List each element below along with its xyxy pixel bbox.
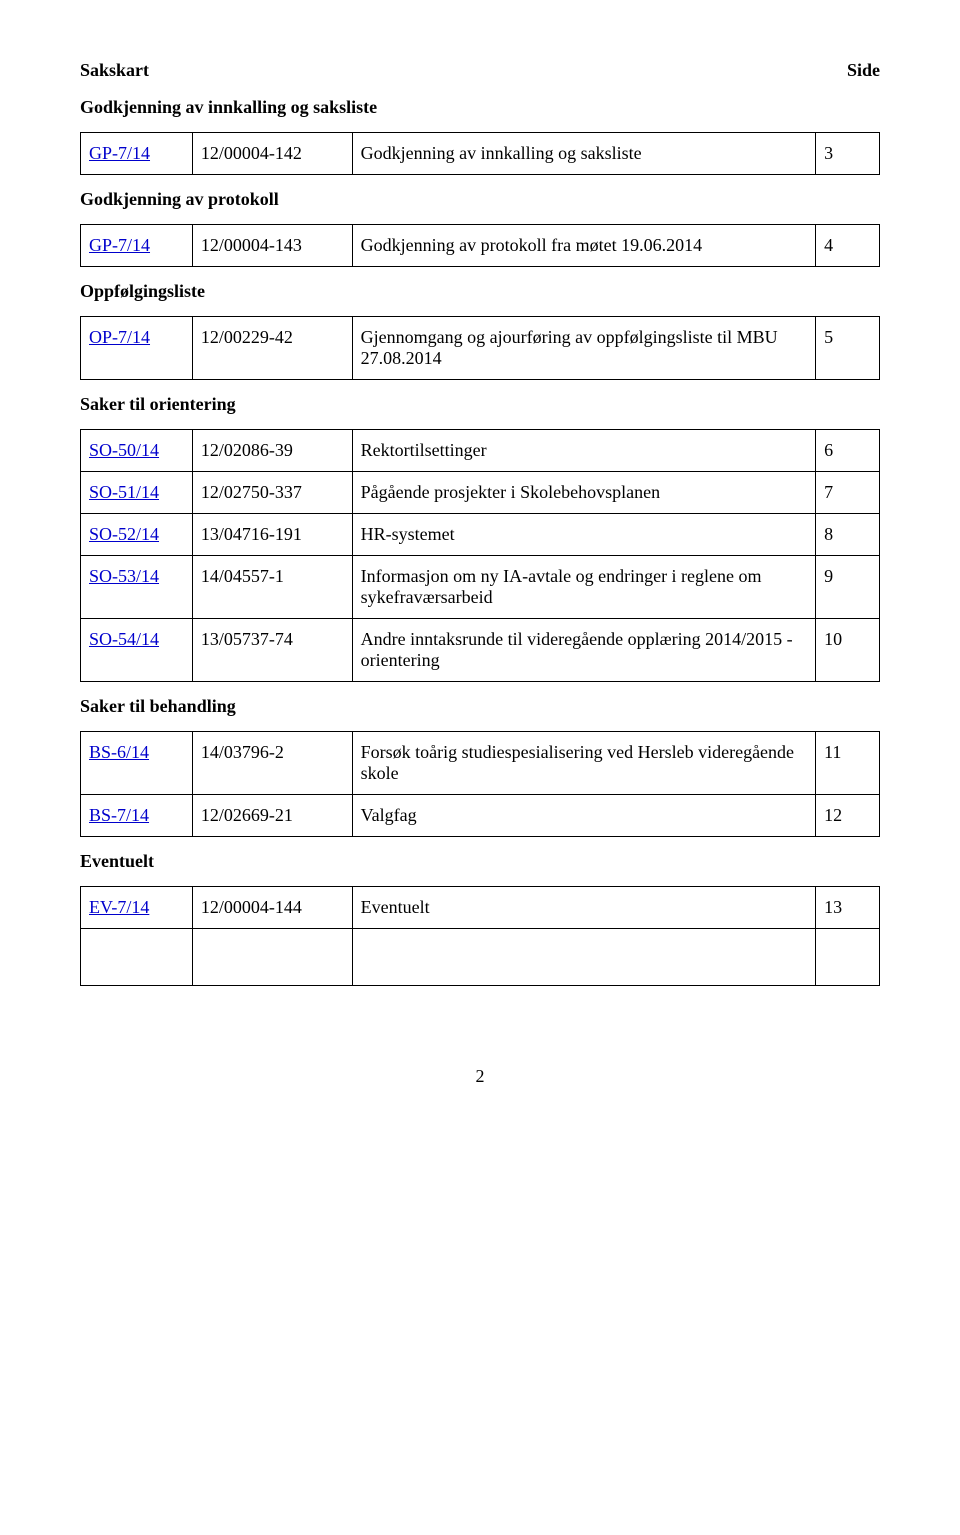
case-link[interactable]: OP-7/14 — [89, 327, 150, 347]
section-title-5: Saker til behandling — [80, 696, 880, 717]
case-desc: Pågående prosjekter i Skolebehovsplanen — [352, 472, 815, 514]
table-row: BS-7/14 12/02669-21 Valgfag 12 — [81, 795, 880, 837]
table-4: SO-50/14 12/02086-39 Rektortilsettinger … — [80, 429, 880, 682]
table-row: SO-52/14 13/04716-191 HR-systemet 8 — [81, 514, 880, 556]
case-ref: 12/02750-337 — [192, 472, 352, 514]
case-page: 3 — [816, 133, 880, 175]
case-ref: 12/02086-39 — [192, 430, 352, 472]
table-row: SO-53/14 14/04557-1 Informasjon om ny IA… — [81, 556, 880, 619]
case-desc: Eventuelt — [352, 887, 815, 929]
case-page: 11 — [816, 732, 880, 795]
table-row: OP-7/14 12/00229-42 Gjennomgang og ajour… — [81, 317, 880, 380]
case-desc: Valgfag — [352, 795, 815, 837]
case-desc: Rektortilsettinger — [352, 430, 815, 472]
case-link[interactable]: SO-50/14 — [89, 440, 159, 460]
case-ref: 12/00004-144 — [192, 887, 352, 929]
case-desc: HR-systemet — [352, 514, 815, 556]
section-title-1: Godkjenning av innkalling og saksliste — [80, 97, 880, 118]
case-ref: 12/02669-21 — [192, 795, 352, 837]
case-ref: 12/00229-42 — [192, 317, 352, 380]
case-link[interactable]: SO-53/14 — [89, 566, 159, 586]
case-desc: Godkjenning av protokoll fra møtet 19.06… — [352, 225, 815, 267]
section-title-2: Godkjenning av protokoll — [80, 189, 880, 210]
table-row: BS-6/14 14/03796-2 Forsøk toårig studies… — [81, 732, 880, 795]
table-row: SO-54/14 13/05737-74 Andre inntaksrunde … — [81, 619, 880, 682]
case-ref: 12/00004-143 — [192, 225, 352, 267]
case-page: 10 — [816, 619, 880, 682]
section-title-6: Eventuelt — [80, 851, 880, 872]
case-ref: 14/04557-1 — [192, 556, 352, 619]
case-desc: Andre inntaksrunde til videregående oppl… — [352, 619, 815, 682]
case-page: 6 — [816, 430, 880, 472]
section-title-4: Saker til orientering — [80, 394, 880, 415]
table-row-empty — [81, 929, 880, 986]
table-row: EV-7/14 12/00004-144 Eventuelt 13 — [81, 887, 880, 929]
case-page: 4 — [816, 225, 880, 267]
case-ref: 13/04716-191 — [192, 514, 352, 556]
table-2: GP-7/14 12/00004-143 Godkjenning av prot… — [80, 224, 880, 267]
case-desc: Gjennomgang og ajourføring av oppfølging… — [352, 317, 815, 380]
case-page: 8 — [816, 514, 880, 556]
table-row: SO-51/14 12/02750-337 Pågående prosjekte… — [81, 472, 880, 514]
case-ref: 13/05737-74 — [192, 619, 352, 682]
table-5: BS-6/14 14/03796-2 Forsøk toårig studies… — [80, 731, 880, 837]
case-link[interactable]: EV-7/14 — [89, 897, 149, 917]
page-number: 2 — [80, 1066, 880, 1087]
case-ref: 14/03796-2 — [192, 732, 352, 795]
case-link[interactable]: SO-51/14 — [89, 482, 159, 502]
case-ref: 12/00004-142 — [192, 133, 352, 175]
case-desc: Informasjon om ny IA-avtale og endringer… — [352, 556, 815, 619]
case-page: 7 — [816, 472, 880, 514]
case-link[interactable]: GP-7/14 — [89, 143, 150, 163]
table-row: GP-7/14 12/00004-142 Godkjenning av innk… — [81, 133, 880, 175]
empty-cell — [816, 929, 880, 986]
table-row: GP-7/14 12/00004-143 Godkjenning av prot… — [81, 225, 880, 267]
table-6: EV-7/14 12/00004-144 Eventuelt 13 — [80, 886, 880, 986]
section-title-3: Oppfølgingsliste — [80, 281, 880, 302]
table-1: GP-7/14 12/00004-142 Godkjenning av innk… — [80, 132, 880, 175]
case-page: 5 — [816, 317, 880, 380]
case-desc: Godkjenning av innkalling og saksliste — [352, 133, 815, 175]
case-desc: Forsøk toårig studiespesialisering ved H… — [352, 732, 815, 795]
case-link[interactable]: BS-7/14 — [89, 805, 149, 825]
empty-cell — [352, 929, 815, 986]
case-link[interactable]: BS-6/14 — [89, 742, 149, 762]
case-page: 13 — [816, 887, 880, 929]
empty-cell — [192, 929, 352, 986]
table-3: OP-7/14 12/00229-42 Gjennomgang og ajour… — [80, 316, 880, 380]
case-link[interactable]: SO-52/14 — [89, 524, 159, 544]
case-page: 12 — [816, 795, 880, 837]
case-link[interactable]: SO-54/14 — [89, 629, 159, 649]
table-row: SO-50/14 12/02086-39 Rektortilsettinger … — [81, 430, 880, 472]
empty-cell — [81, 929, 193, 986]
header-title-left: Sakskart — [80, 60, 149, 81]
case-link[interactable]: GP-7/14 — [89, 235, 150, 255]
case-page: 9 — [816, 556, 880, 619]
header-title-right: Side — [847, 60, 880, 81]
